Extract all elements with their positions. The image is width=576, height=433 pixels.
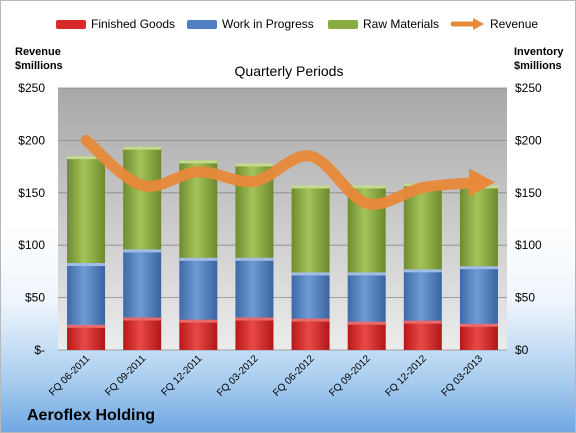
right-tick-label: $0 [515, 343, 529, 357]
left-tick-label: $50 [25, 291, 45, 305]
legend-swatch [328, 19, 358, 29]
x-tick-label: FQ 12-2012 [383, 353, 429, 399]
x-tick-label: FQ 03-2013 [440, 353, 486, 399]
bar-cap [291, 318, 330, 322]
bar-cap [179, 160, 218, 164]
x-tick-label: FQ 09-2011 [103, 353, 148, 398]
bar-work-in-progress [403, 269, 442, 321]
left-tick-label: $- [34, 343, 45, 357]
bar-finished-goods [67, 324, 106, 350]
bar-cap [123, 317, 162, 321]
bar-cap [235, 257, 274, 261]
bar-cap [179, 319, 218, 323]
bar-work-in-progress [235, 257, 274, 318]
right-tick-label: $100 [515, 238, 542, 252]
x-tick-label: FQ 03-2012 [215, 353, 261, 399]
bar-finished-goods [459, 323, 498, 350]
right-tick-label: $50 [515, 291, 535, 305]
right-tick-label: $200 [515, 133, 542, 147]
legend-label: Revenue [490, 17, 539, 31]
left-tick-label: $100 [18, 238, 45, 252]
revenue-arrowhead [468, 168, 495, 197]
bar-cap [347, 272, 386, 276]
right-axis-title: Inventory $millions [514, 46, 564, 72]
legend-label: Finished Goods [91, 17, 176, 31]
bar-finished-goods [235, 317, 274, 350]
bar-work-in-progress [459, 266, 498, 324]
legend-swatch [450, 18, 485, 30]
x-tick-label: FQ 09-2012 [327, 353, 373, 399]
x-tick-label: FQ 06-2012 [271, 353, 317, 399]
revenue-line [80, 134, 485, 210]
bar-finished-goods [179, 319, 218, 350]
bar-cap [403, 269, 442, 273]
bar-cap [459, 266, 498, 270]
legend-item: Revenue [450, 15, 539, 33]
bar-cap [67, 263, 106, 267]
bar-cap [291, 185, 330, 189]
legend-item: Work in Progress [187, 15, 314, 33]
bar-work-in-progress [347, 272, 386, 322]
bar-finished-goods [291, 318, 330, 350]
left-axis-title: Revenue $millions [15, 46, 63, 72]
bar-cap [347, 185, 386, 189]
legend-swatch [56, 19, 86, 29]
bar-cap [403, 320, 442, 324]
left-tick-label: $150 [18, 186, 45, 200]
bar-raw-materials [123, 146, 162, 250]
bar-cap [123, 249, 162, 253]
left-tick-label: $200 [18, 133, 45, 147]
bar-work-in-progress [67, 263, 106, 325]
company-name: Aeroflex Holding [27, 407, 156, 424]
bar-finished-goods [123, 317, 162, 350]
bar-work-in-progress [123, 249, 162, 318]
bar-cap [291, 272, 330, 276]
bar-raw-materials [67, 156, 106, 264]
bar-work-in-progress [291, 272, 330, 319]
right-tick-label: $150 [515, 186, 542, 200]
bar-cap [235, 317, 274, 321]
legend-swatch [187, 19, 217, 29]
bar-work-in-progress [179, 257, 218, 320]
bar-cap [347, 321, 386, 325]
legend-item: Raw Materials [328, 15, 439, 33]
right-tick-label: $250 [515, 81, 542, 95]
bar-cap [67, 156, 106, 160]
bar-cap [459, 323, 498, 327]
bar-cap [123, 146, 162, 150]
legend-label: Raw Materials [363, 17, 440, 31]
revenue-arrow-icon [450, 18, 484, 30]
legend-label: Work in Progress [222, 17, 314, 31]
bar-raw-materials [459, 185, 498, 267]
x-tick-label: FQ 06-2011 [47, 353, 92, 398]
left-tick-label: $250 [18, 81, 45, 95]
x-tick-label: FQ 12-2011 [159, 353, 204, 398]
bar-cap [67, 324, 106, 328]
bar-finished-goods [347, 321, 386, 350]
bar-finished-goods [403, 320, 442, 350]
bar-raw-materials [291, 185, 330, 273]
legend-item: Finished Goods [56, 15, 175, 33]
bar-cap [235, 163, 274, 167]
bar-cap [179, 257, 218, 261]
chart-subtitle: Quarterly Periods [234, 63, 344, 79]
